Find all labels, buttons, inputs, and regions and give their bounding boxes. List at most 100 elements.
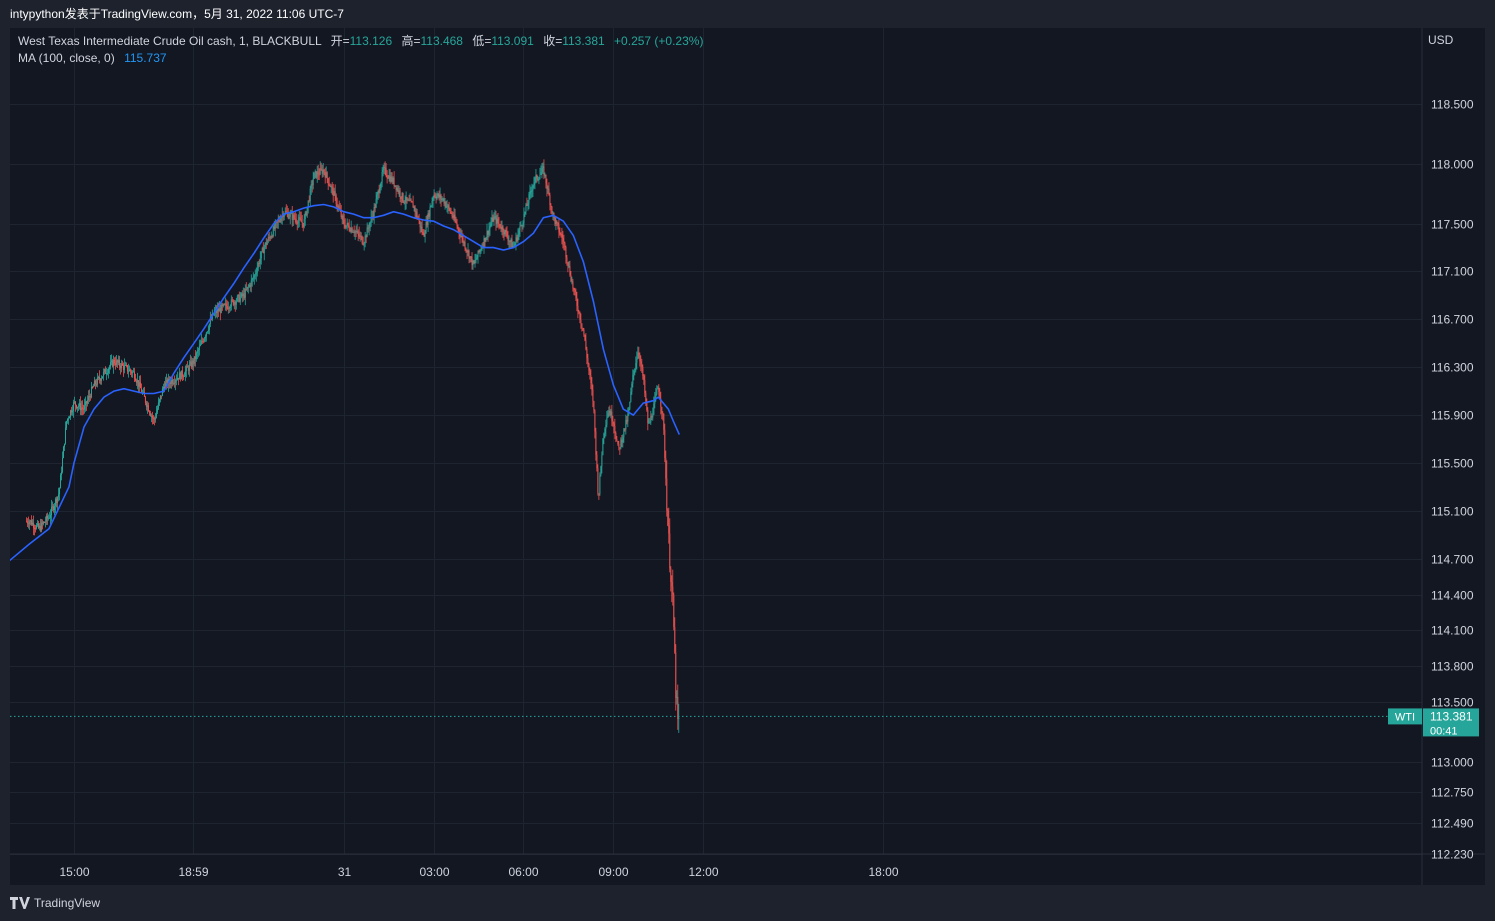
candle-body (438, 193, 440, 198)
candle-body (132, 371, 134, 373)
candle-body (422, 232, 424, 234)
candle-body (386, 175, 388, 178)
candle-body (158, 399, 160, 403)
candle-body (72, 410, 74, 413)
candle-body (469, 256, 471, 259)
price-tick: 115.500 (1431, 457, 1474, 471)
candle-body (251, 278, 253, 281)
chart-area[interactable]: West Texas Intermediate Crude Oil cash, … (8, 28, 1485, 885)
candle-body (545, 174, 547, 184)
candle-body (190, 361, 192, 367)
candle-body (183, 375, 185, 377)
candle-body (671, 582, 673, 587)
legend-title: West Texas Intermediate Crude Oil cash, … (18, 34, 322, 48)
candle-body (323, 169, 325, 173)
candle-body (341, 215, 343, 218)
candle-body (358, 233, 360, 237)
price-axis[interactable]: 118.500 118.000 117.500 117.100 116.700 116.3… (1431, 98, 1474, 862)
candle-body (366, 227, 368, 238)
candle-body (333, 191, 335, 196)
candle-body (511, 239, 513, 248)
candle-body (526, 204, 528, 206)
legend-low-value: 113.091 (491, 34, 534, 48)
candle-body (244, 289, 246, 298)
candle-body (150, 415, 152, 417)
candle-body (405, 197, 407, 203)
price-badge-bg (1423, 708, 1479, 737)
candle-body (64, 443, 66, 447)
candle-body (392, 177, 394, 182)
candle-body (189, 361, 191, 365)
candle-body (219, 308, 221, 313)
candle-body (293, 214, 295, 219)
candle-body (164, 382, 166, 389)
candle-body (92, 386, 94, 388)
candle-body (109, 362, 111, 367)
candle-body (677, 696, 679, 720)
candle-body (322, 169, 324, 174)
candle-body (143, 392, 145, 397)
candle-body (502, 226, 504, 232)
candle-body (324, 172, 326, 178)
candle-body (669, 533, 671, 569)
price-tick: 113.000 (1431, 756, 1474, 770)
candle-body (165, 379, 167, 383)
time-tick: 06:00 (508, 865, 538, 879)
candle-body (509, 240, 511, 242)
candle-body (399, 190, 401, 197)
candle-body (629, 401, 631, 409)
legend-high-label: 高= (401, 33, 420, 48)
candle-body (500, 227, 502, 230)
candle-body (315, 171, 317, 178)
candle-body (534, 177, 536, 183)
candle-body (490, 223, 492, 227)
candle-body (639, 354, 641, 362)
candle-body (484, 237, 486, 242)
candle-body (459, 232, 461, 237)
candle-body (226, 306, 228, 309)
candle-body (195, 353, 197, 360)
candle-body (391, 176, 393, 182)
candle-body (599, 475, 601, 495)
candle-body (460, 236, 462, 238)
candle-body (618, 443, 620, 448)
candle-body (458, 228, 460, 233)
candle-body (307, 200, 309, 207)
candle-body (342, 215, 344, 220)
candle-body (645, 393, 647, 402)
candle-body (172, 382, 174, 384)
candle-body (521, 225, 523, 227)
candle-body (624, 428, 626, 430)
candle-body (636, 358, 638, 364)
time-axis[interactable]: 15:00 18:59 31 03:00 06:00 09:00 12:00 18:00 (59, 865, 898, 879)
candle-body (443, 198, 445, 204)
candle-body (471, 256, 473, 266)
candle-body (283, 214, 285, 217)
candle-body (557, 222, 559, 225)
candle-body (351, 227, 353, 233)
candle-body (216, 309, 218, 314)
tradingview-logo-icon[interactable] (10, 896, 30, 910)
candle-body (667, 510, 669, 526)
candle-body (388, 175, 390, 179)
candle-body (485, 237, 487, 242)
candle-body (347, 222, 349, 226)
candle-body (332, 187, 334, 196)
candle-body (638, 352, 640, 355)
candle-body (642, 367, 644, 376)
candle-body (299, 217, 301, 219)
candle-body (474, 260, 476, 264)
candle-body (115, 360, 117, 365)
candle-body (376, 194, 378, 199)
footer-brand[interactable]: TradingView (34, 896, 101, 910)
price-chart[interactable]: West Texas Intermediate Crude Oil cash, … (8, 28, 1485, 885)
candle-body (285, 211, 287, 213)
candle-body (67, 418, 69, 422)
candle-body (383, 166, 385, 170)
candle-body (98, 376, 100, 380)
candle-body (448, 205, 450, 209)
candle-body (169, 382, 171, 385)
candle-body (103, 369, 105, 372)
candles (26, 159, 680, 733)
candle-body (73, 401, 75, 403)
